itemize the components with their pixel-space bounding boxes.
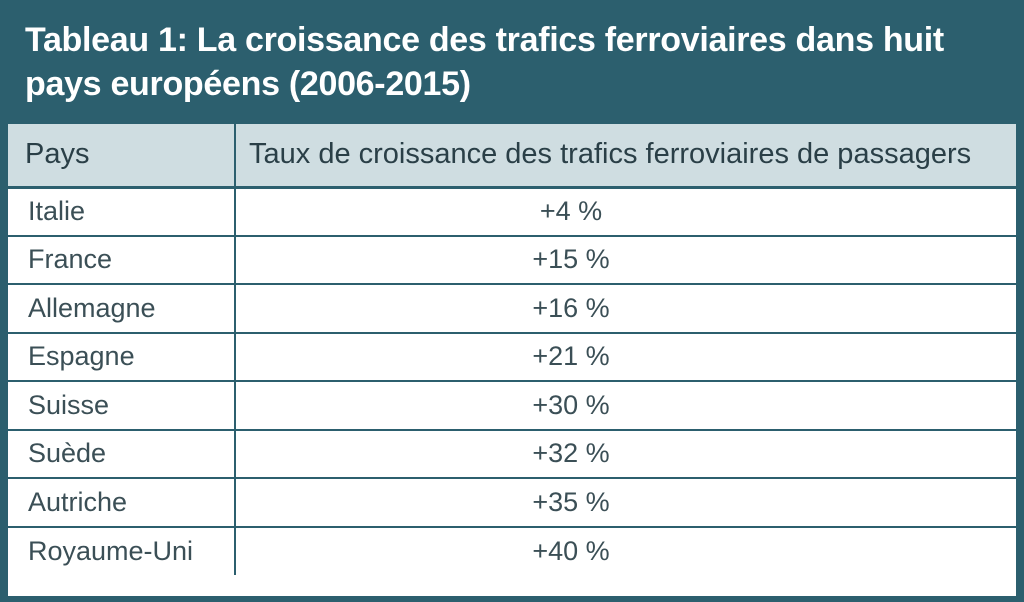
column-header-country: Pays [8, 124, 235, 189]
cell-rate: +15 % [234, 235, 1016, 285]
table-row: Suède +32 % [8, 429, 1016, 479]
cell-country: Suède [8, 429, 235, 479]
table-row: Royaume-Uni +40 % [8, 526, 1016, 575]
growth-table: Pays Taux de croissance des trafics ferr… [8, 124, 1016, 575]
table-row: France +15 % [8, 235, 1016, 285]
cell-rate: +30 % [234, 381, 1016, 431]
table-title: Tableau 1: La croissance des trafics fer… [25, 21, 944, 103]
cell-country: Espagne [8, 332, 235, 382]
table-header-row: Pays Taux de croissance des trafics ferr… [8, 124, 1016, 189]
cell-rate: +35 % [234, 478, 1016, 528]
table-row: Italie +4 % [8, 187, 1016, 237]
cell-rate: +21 % [234, 332, 1016, 382]
cell-country: Suisse [8, 381, 235, 431]
column-header-rate: Taux de croissance des trafics ferroviai… [234, 124, 1016, 189]
table-row: Allemagne +16 % [8, 284, 1016, 334]
table-row: Espagne +21 % [8, 332, 1016, 382]
cell-country: Italie [8, 187, 235, 237]
table-row: Autriche +35 % [8, 478, 1016, 528]
cell-country: Allemagne [8, 284, 235, 334]
data-table-container: Pays Taux de croissance des trafics ferr… [8, 124, 1016, 596]
cell-country: Autriche [8, 478, 235, 528]
cell-country: Royaume-Uni [28, 535, 194, 566]
cell-country: France [8, 235, 235, 285]
table-row: Suisse +30 % [8, 381, 1016, 431]
cell-rate: +32 % [234, 429, 1016, 479]
cell-rate: +40 % [234, 526, 1016, 575]
cell-rate: +4 % [234, 187, 1016, 237]
cell-rate: +16 % [234, 284, 1016, 334]
